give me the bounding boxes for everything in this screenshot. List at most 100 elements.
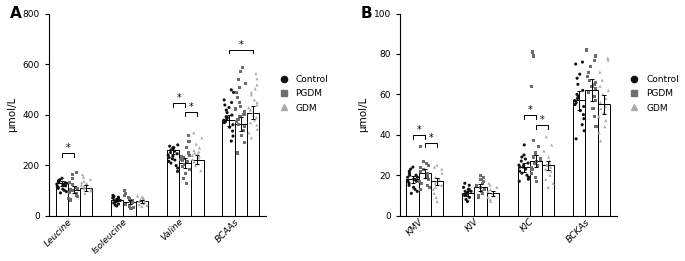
- Point: [589, 94, 600, 98]
- Point: [516, 159, 527, 163]
- Point: [527, 50, 538, 54]
- Point: [219, 98, 229, 102]
- Point: [53, 180, 64, 184]
- Point: [460, 197, 471, 201]
- Point: [81, 182, 92, 186]
- Bar: [542, 165, 554, 216]
- Point: [108, 194, 119, 199]
- Point: [464, 195, 475, 199]
- Point: [572, 96, 583, 100]
- Point: [252, 127, 263, 131]
- Point: [173, 143, 184, 147]
- Point: [224, 125, 235, 129]
- Point: [415, 145, 426, 149]
- Point: [139, 200, 150, 205]
- Point: [584, 70, 595, 74]
- Point: [595, 106, 606, 111]
- Point: [219, 121, 229, 125]
- Bar: [191, 159, 203, 216]
- Point: [600, 118, 611, 123]
- Point: [219, 103, 230, 107]
- Point: [462, 191, 473, 195]
- Point: [590, 80, 601, 84]
- Point: [477, 181, 488, 185]
- Point: [408, 177, 419, 181]
- Point: [514, 163, 525, 167]
- Point: [415, 169, 426, 173]
- Point: [545, 165, 556, 169]
- Point: [251, 123, 262, 127]
- Point: [421, 175, 432, 179]
- Point: [251, 83, 262, 87]
- Point: [227, 134, 238, 138]
- Text: *: *: [540, 115, 545, 125]
- Point: [590, 98, 601, 103]
- Point: [183, 133, 194, 137]
- Point: [177, 165, 188, 169]
- Y-axis label: μmol/L: μmol/L: [358, 97, 368, 132]
- Point: [134, 203, 145, 207]
- Point: [527, 167, 538, 171]
- Point: [487, 191, 498, 195]
- Point: [227, 129, 238, 133]
- Point: [416, 181, 427, 185]
- Point: [141, 203, 152, 207]
- Point: [545, 169, 556, 173]
- Point: [430, 175, 441, 179]
- Text: *: *: [189, 102, 194, 112]
- Point: [464, 187, 475, 191]
- Point: [415, 187, 426, 191]
- Point: [581, 48, 592, 52]
- Point: [516, 155, 527, 159]
- Point: [53, 186, 64, 191]
- Point: [482, 195, 493, 199]
- Point: [232, 120, 242, 124]
- Point: [577, 123, 588, 127]
- Point: [530, 175, 540, 179]
- Point: [177, 158, 188, 163]
- Point: [571, 137, 582, 141]
- Point: [125, 196, 136, 200]
- Point: [436, 171, 447, 175]
- Point: [221, 117, 232, 121]
- Point: [531, 159, 542, 163]
- Point: [527, 139, 538, 143]
- Point: [135, 198, 146, 202]
- Point: [236, 104, 247, 109]
- Point: [58, 183, 68, 187]
- Point: [588, 106, 599, 111]
- Point: [516, 171, 527, 175]
- Point: [403, 181, 414, 185]
- Legend: Control, PGDM, GDM: Control, PGDM, GDM: [275, 75, 328, 112]
- Point: [221, 108, 232, 112]
- Point: [590, 86, 601, 90]
- Bar: [167, 150, 179, 216]
- Point: [599, 110, 610, 115]
- Point: [239, 141, 250, 145]
- Point: [227, 123, 238, 127]
- Point: [165, 150, 176, 155]
- Point: [182, 160, 193, 164]
- Point: [53, 185, 64, 189]
- Point: [53, 179, 64, 183]
- Point: [81, 186, 92, 190]
- Point: [184, 153, 195, 158]
- Point: [249, 98, 260, 102]
- Bar: [123, 202, 136, 216]
- Point: [538, 149, 549, 153]
- Point: [410, 173, 421, 177]
- Point: [589, 82, 600, 86]
- Point: [59, 188, 70, 192]
- Point: [132, 194, 143, 198]
- Point: [164, 144, 175, 148]
- Bar: [431, 181, 443, 216]
- Text: *: *: [527, 105, 532, 115]
- Point: [137, 195, 148, 199]
- Point: [52, 185, 63, 189]
- Point: [491, 185, 502, 189]
- Point: [482, 189, 493, 193]
- Point: [219, 118, 229, 122]
- Point: [571, 100, 582, 105]
- Point: [178, 176, 189, 180]
- Point: [223, 105, 234, 110]
